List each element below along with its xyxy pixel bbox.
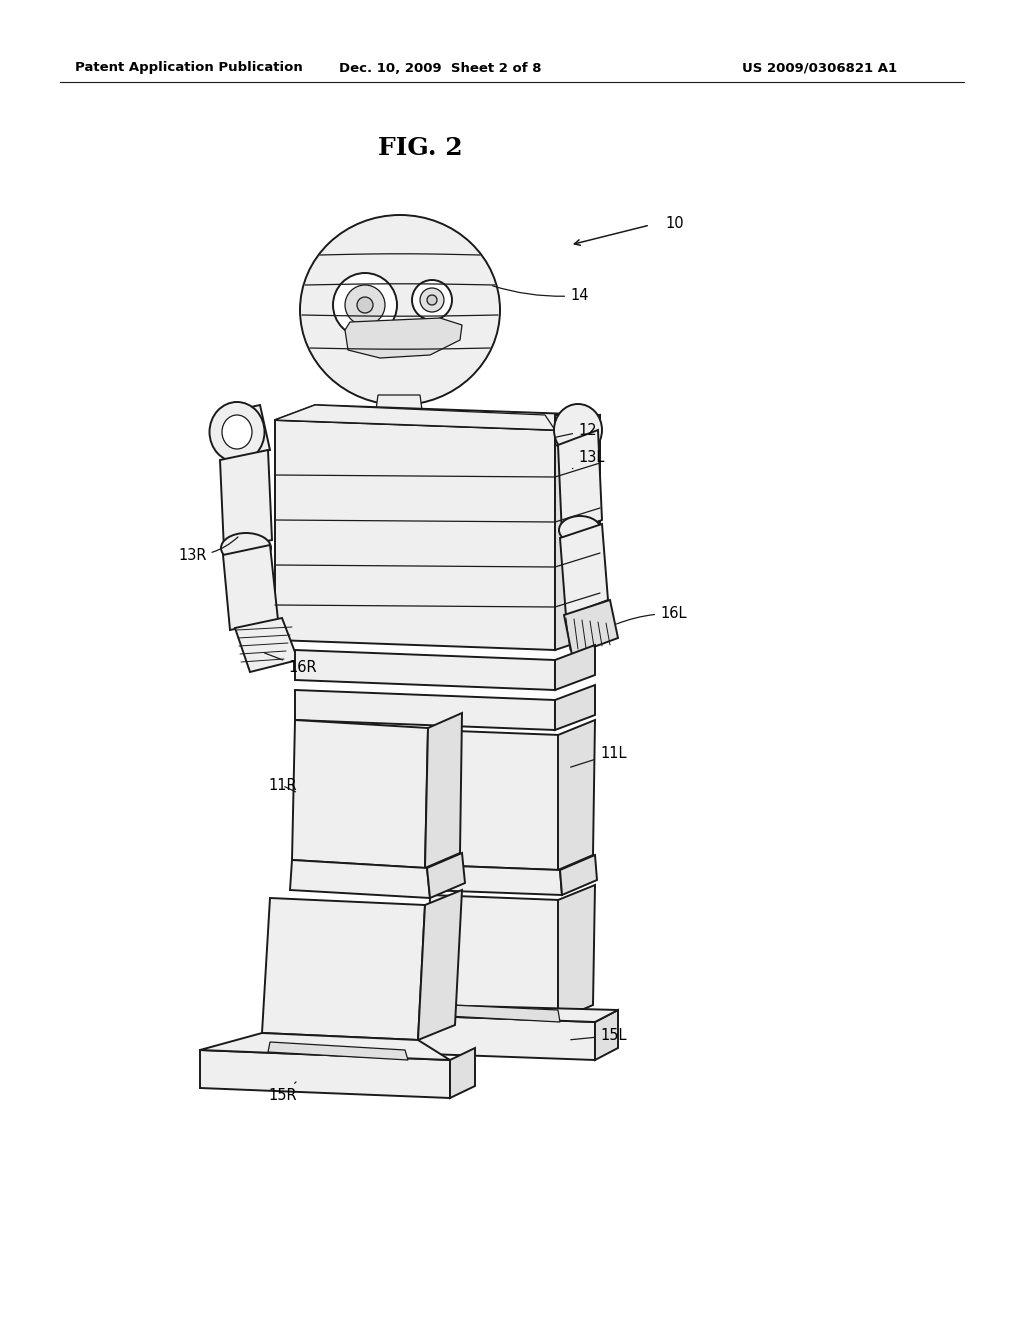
Circle shape: [427, 294, 437, 305]
Text: 10: 10: [665, 215, 684, 231]
Polygon shape: [555, 685, 595, 730]
Polygon shape: [275, 405, 600, 430]
Text: 15L: 15L: [570, 1028, 627, 1043]
Text: 12: 12: [555, 422, 597, 438]
Text: Patent Application Publication: Patent Application Publication: [75, 62, 303, 74]
Polygon shape: [395, 1005, 618, 1022]
Polygon shape: [425, 713, 462, 869]
Ellipse shape: [210, 403, 264, 462]
Polygon shape: [215, 405, 270, 459]
Polygon shape: [295, 690, 555, 730]
Text: 11L: 11L: [570, 746, 627, 767]
Circle shape: [412, 280, 452, 319]
Polygon shape: [234, 618, 298, 672]
Polygon shape: [560, 855, 597, 895]
Polygon shape: [295, 649, 555, 690]
Polygon shape: [558, 884, 595, 1020]
Polygon shape: [223, 545, 278, 630]
Polygon shape: [400, 1015, 595, 1060]
Polygon shape: [220, 450, 272, 550]
Polygon shape: [555, 645, 595, 690]
Polygon shape: [564, 601, 618, 655]
Ellipse shape: [300, 215, 500, 405]
Polygon shape: [558, 719, 595, 870]
Polygon shape: [427, 853, 465, 898]
Polygon shape: [426, 865, 562, 895]
Text: FIG. 2: FIG. 2: [378, 136, 462, 160]
Text: 11R: 11R: [268, 777, 297, 793]
Polygon shape: [558, 430, 602, 535]
Polygon shape: [555, 414, 600, 649]
Polygon shape: [450, 1048, 475, 1098]
Ellipse shape: [221, 533, 271, 564]
Circle shape: [357, 297, 373, 313]
Text: 13R: 13R: [178, 537, 238, 564]
Text: US 2009/0306821 A1: US 2009/0306821 A1: [742, 62, 898, 74]
Ellipse shape: [222, 414, 252, 449]
Circle shape: [420, 288, 444, 312]
Polygon shape: [560, 524, 608, 616]
Polygon shape: [376, 395, 422, 411]
Text: 15R: 15R: [268, 1082, 297, 1104]
Polygon shape: [345, 318, 462, 358]
Polygon shape: [275, 420, 555, 649]
Polygon shape: [428, 1005, 560, 1022]
Polygon shape: [595, 1010, 618, 1060]
Polygon shape: [418, 890, 462, 1040]
Text: 16R: 16R: [264, 653, 316, 675]
Polygon shape: [290, 861, 430, 898]
Polygon shape: [262, 898, 425, 1040]
Polygon shape: [428, 895, 560, 1020]
Circle shape: [333, 273, 397, 337]
Text: Dec. 10, 2009  Sheet 2 of 8: Dec. 10, 2009 Sheet 2 of 8: [339, 62, 542, 74]
Polygon shape: [200, 1049, 450, 1098]
Polygon shape: [428, 730, 560, 870]
Text: 14: 14: [493, 286, 589, 304]
Polygon shape: [275, 405, 555, 430]
Polygon shape: [555, 414, 600, 455]
Circle shape: [345, 285, 385, 325]
Polygon shape: [292, 719, 428, 869]
Polygon shape: [268, 1041, 408, 1060]
Ellipse shape: [554, 404, 602, 455]
Polygon shape: [200, 1034, 450, 1060]
Text: 16L: 16L: [616, 606, 686, 624]
Text: 13L: 13L: [572, 450, 604, 469]
Ellipse shape: [559, 516, 601, 544]
